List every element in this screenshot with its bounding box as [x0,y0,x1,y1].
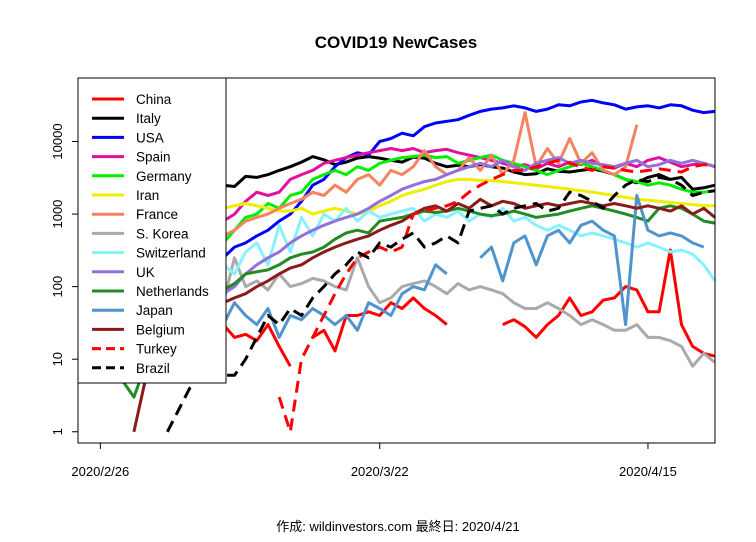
series-line-china [222,248,716,367]
x-tick-label-1: 2020/3/22 [351,464,409,479]
series-line-belgium [132,197,716,433]
legend-label-usa: USA [136,130,164,145]
series-line-switzerland [143,206,717,360]
legend-label-switzerland: Switzerland [136,246,206,261]
y-tick-label-1000: 1000 [50,200,65,229]
y-tick-label-10000: 10000 [50,123,65,159]
series-line-turkey [277,158,716,434]
x-axis: 2020/2/26 2020/3/22 2020/4/15 [71,442,677,479]
legend-label-spain: Spain [136,150,171,165]
legend-label-s-korea: S. Korea [136,226,189,241]
legend-label-netherlands: Netherlands [136,284,209,299]
legend-label-belgium: Belgium [136,322,185,337]
legend-label-turkey: Turkey [136,342,177,357]
legend-label-iran: Iran [136,188,159,203]
chart-title: COVID19 NewCases [315,33,478,52]
y-tick-label-10: 10 [50,352,65,366]
legend-label-china: China [136,92,172,107]
legend-label-japan: Japan [136,303,173,318]
legend-box [77,77,227,384]
legend-label-italy: Italy [136,111,161,126]
legend-label-brazil: Brazil [136,361,170,376]
x-tick-label-0: 2020/2/26 [71,464,129,479]
legend-label-uk: UK [136,265,155,280]
legend: China Italy USA Spain Germany Iran France S. Ko… [77,77,227,384]
chart-footer: 作成: wildinvestors.com 最終日: 2020/4/21 [276,519,519,534]
y-tick-label-1: 1 [50,428,65,435]
legend-label-germany: Germany [136,169,192,184]
series-line-brazil [166,175,716,433]
series-line-usa [143,98,716,367]
y-tick-label-100: 100 [50,276,65,298]
legend-label-france: France [136,207,178,222]
x-tick-label-2: 2020/4/15 [619,464,677,479]
